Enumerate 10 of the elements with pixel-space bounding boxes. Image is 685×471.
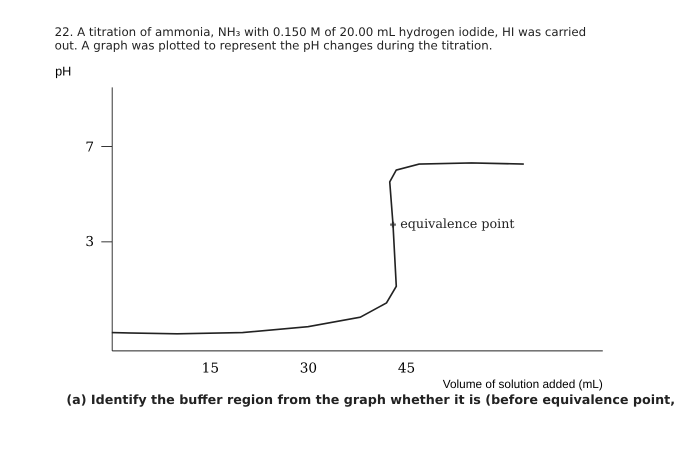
- x-axis-title: Volume of solution added (mL): [442, 377, 603, 392]
- annotation: equivalence point: [400, 216, 514, 232]
- y-axis-title: pH: [55, 64, 72, 79]
- y-tick-label: 3: [85, 234, 94, 250]
- y-tick-label: 7: [85, 139, 94, 156]
- text: (a) Identify the buffer region from the graph whether it is (before equivalence point,: [66, 392, 676, 408]
- x-tick-label: 15: [202, 360, 219, 377]
- x-tick-label: 45: [398, 360, 416, 377]
- chart-title: 22. A titration of ammonia, NH₃ with 0.150 M of 20.00 mL hydrogen iodide, HI was carried out. A graph was plotted to represent the pH changes during the titration.: [54, 25, 586, 53]
- x-tick-label: 30: [300, 360, 318, 377]
